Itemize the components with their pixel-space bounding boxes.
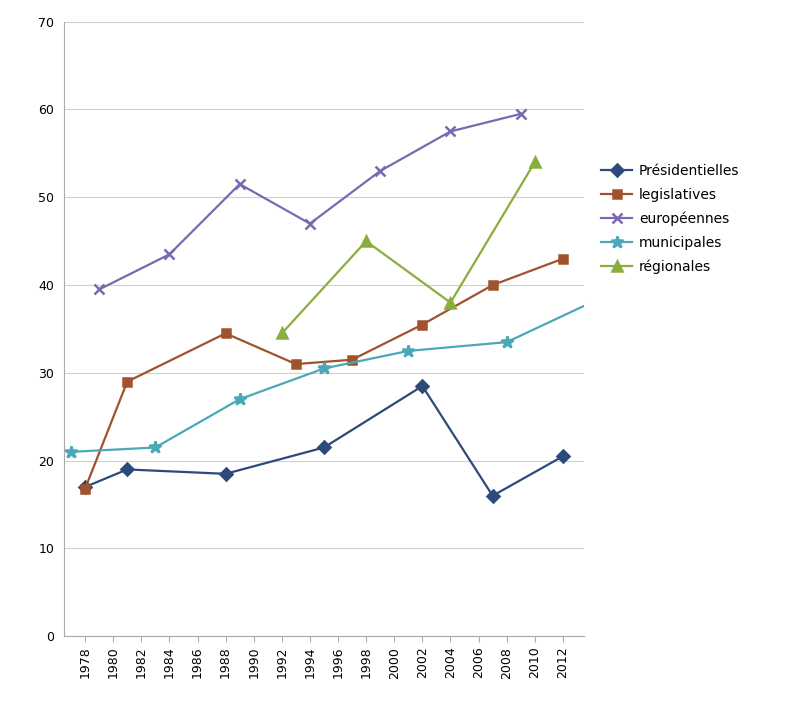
legislatives [221,329,230,338]
Line: legislatives: legislatives [81,254,567,493]
Line: européennes: européennes [94,109,526,294]
legislatives [347,356,357,364]
municipales [150,443,160,452]
legislatives [488,281,498,289]
legislatives [291,360,301,369]
Présidentielles [418,382,427,390]
Legend: Présidentielles, legislatives, européennes, municipales, régionales: Présidentielles, legislatives, européenn… [602,164,739,274]
européennes [375,166,385,175]
européennes [516,110,526,119]
legislatives [418,320,427,329]
régionales [530,158,540,166]
européennes [94,285,104,294]
européennes [165,250,174,259]
Présidentielles [122,465,132,474]
Présidentielles [319,443,329,452]
Présidentielles [488,492,498,500]
legislatives [80,484,90,493]
Line: municipales: municipales [65,296,598,458]
Line: régionales: régionales [277,158,540,338]
européennes [305,219,314,228]
Présidentielles [558,452,568,461]
municipales [319,364,329,373]
municipales [66,448,76,456]
legislatives [558,254,568,263]
municipales [586,299,596,307]
Line: Présidentielles: Présidentielles [81,382,567,500]
régionales [446,299,455,307]
Présidentielles [80,483,90,492]
régionales [277,329,286,338]
municipales [502,338,511,346]
Présidentielles [221,469,230,478]
européennes [235,180,245,189]
legislatives [122,377,132,386]
municipales [235,395,245,403]
municipales [403,346,413,355]
régionales [362,237,371,246]
européennes [446,127,455,136]
